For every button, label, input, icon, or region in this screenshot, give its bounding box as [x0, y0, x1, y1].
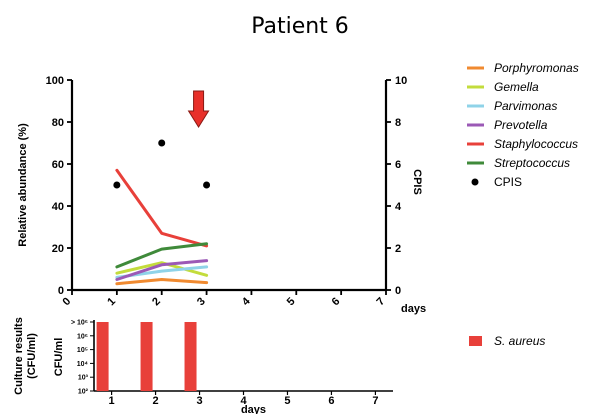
bottom-x-tick-label: 2 [152, 395, 158, 407]
legend-swatch [469, 336, 482, 346]
cpis-point [113, 181, 121, 189]
y-tick-label: 20 [52, 243, 64, 255]
y2-tick-label: 4 [395, 201, 402, 213]
y2-tick-label: 10 [395, 75, 407, 87]
legend-label: Streptococcus [494, 156, 570, 170]
y-tick-label: 80 [52, 117, 64, 129]
bottom-y-axis-label-line1: Culture results [13, 317, 25, 395]
bottom-x-tick-label: 3 [196, 395, 202, 407]
y2-axis-label: CPIS [411, 169, 423, 195]
y2-tick-label: 8 [395, 117, 401, 129]
y2-tick-label: 0 [395, 285, 401, 297]
y-axis-label: Relative abundance (%) [17, 123, 29, 247]
y-tick-label: 60 [52, 159, 64, 171]
cpis-point [203, 181, 211, 189]
x-tick-label: 6 [330, 295, 343, 308]
bottom-x-tick-label: 5 [284, 395, 290, 407]
bottom-y-tick-label: 10⁵ [77, 347, 88, 354]
cpis-points [113, 139, 211, 189]
legend-label: CPIS [494, 175, 522, 189]
y-tick-label: 100 [46, 75, 64, 87]
bottom-unit-label: CFU/ml [53, 338, 65, 377]
x-tick-label: 0 [60, 295, 73, 308]
series-line-gemella [115, 261, 209, 277]
x-tick-label: 4 [240, 295, 253, 308]
bottom-x-tick-label: 1 [109, 395, 115, 407]
arrow-shape [187, 90, 210, 128]
x-tick-label: 3 [195, 295, 208, 308]
legend-label: Parvimonas [494, 99, 557, 113]
bottom-y-axis-label-line2: (CFU/ml) [26, 333, 38, 379]
culture-bar [184, 322, 197, 391]
series-line-staphylococcus [115, 168, 209, 248]
bottom-axes: 10² 10³ 10⁴ 10⁵ 10⁶ > 10⁶ 1 2 3 4 5 6 7 days CFU/ml Cul… [13, 317, 393, 414]
x-tick-label: 2 [150, 295, 163, 308]
series-line-streptococcus [115, 242, 209, 269]
culture-legend: S. aureus [469, 334, 545, 348]
legend-label: Staphylococcus [494, 137, 578, 151]
legend-label: Prevotella [494, 118, 548, 132]
top-series-lines [115, 168, 209, 286]
bottom-chart: 10² 10³ 10⁴ 10⁵ 10⁶ > 10⁶ 1 2 3 4 5 6 7 days CFU/ml Cul… [13, 317, 393, 414]
legend-label: Gemella [494, 80, 539, 94]
culture-bars [96, 322, 197, 391]
legend-label: Porphyromonas [494, 61, 579, 75]
chart-title: Patient 6 [251, 14, 349, 39]
x-axis-label: days [401, 303, 426, 315]
bottom-y-tick-label: 10⁴ [77, 361, 89, 368]
bottom-y-tick-label: 10³ [78, 375, 89, 382]
series-line-prevotella [115, 259, 209, 281]
cpis-point [158, 139, 166, 147]
x-tick-label: 7 [374, 295, 387, 308]
culture-bar [96, 322, 109, 391]
x-tick-label: 5 [285, 295, 298, 308]
bottom-x-axis-label: days [241, 404, 266, 414]
legend-label: S. aureus [494, 334, 545, 348]
bottom-x-tick-label: 7 [372, 395, 378, 407]
bottom-y-tick-label: 10² [78, 389, 89, 396]
y-tick-label: 0 [58, 285, 64, 297]
bottom-x-tick-label: 6 [328, 395, 334, 407]
series-line-porphyromonas [115, 278, 209, 286]
legend-cpis-marker [471, 178, 479, 186]
bottom-y-tick-label: 10⁶ [77, 333, 88, 340]
y-tick-label: 40 [52, 201, 64, 213]
x-tick-label: 1 [105, 295, 118, 308]
red-arrow-icon [187, 90, 210, 128]
bottom-x-tick-label: 4 [240, 395, 247, 407]
y2-tick-label: 6 [395, 159, 401, 171]
legend: Porphyromonas Gemella Parvimonas Prevotella… [467, 61, 579, 189]
y2-tick-label: 2 [395, 243, 401, 255]
culture-bar [140, 322, 153, 391]
bottom-y-tick-label: > 10⁶ [71, 320, 88, 327]
